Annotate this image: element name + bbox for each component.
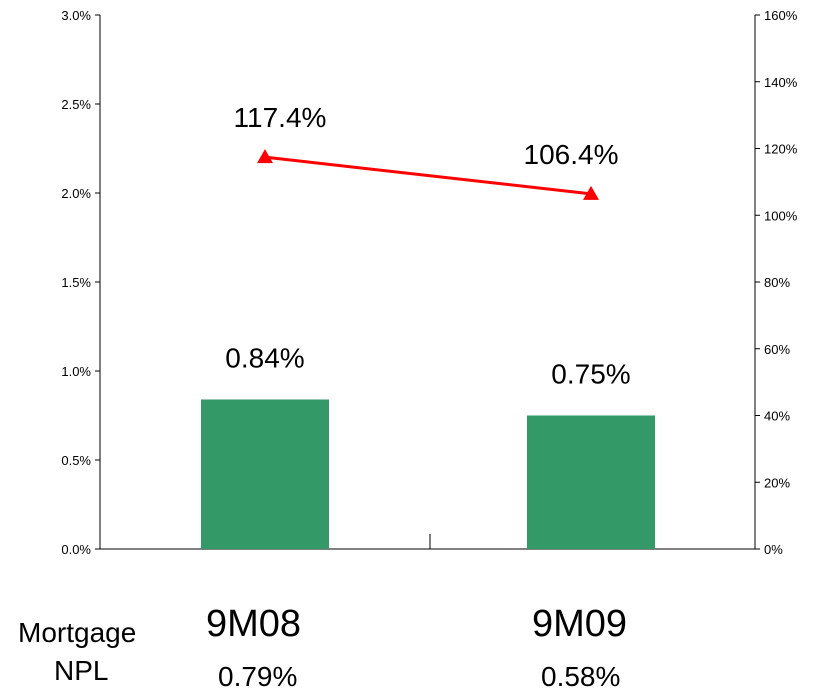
right-tick-label: 60% [764, 342, 790, 357]
npl-value-9m08: 0.79% [218, 661, 298, 692]
period-label-9m08: 9M08 [206, 603, 302, 645]
npl-chart: 0.0% 0.5% 1.0% 1.5% 2.0% 2.5% 3.0% 0% 20% 40% 60%… [61, 8, 798, 557]
left-tick-label: 1.5% [61, 275, 91, 290]
right-tick-label: 0% [764, 542, 783, 557]
line-marker-9M08 [257, 149, 273, 164]
right-tick-label: 100% [764, 208, 798, 223]
left-tick-label: 0.5% [61, 453, 91, 468]
x-axis [100, 534, 755, 550]
bar-series: 0.84% 0.75% [201, 342, 655, 549]
left-tick-label: 2.0% [61, 186, 91, 201]
left-tick-label: 2.5% [61, 97, 91, 112]
npl-value-9m09: 0.58% [541, 661, 621, 692]
right-tick-label: 40% [764, 409, 790, 424]
bar-9M09 [527, 415, 655, 549]
bar-data-label: 0.84% [225, 342, 304, 373]
line-path [264, 155, 592, 196]
right-tick-label: 120% [764, 142, 798, 157]
left-tick-label: 3.0% [61, 8, 91, 23]
left-y-axis: 0.0% 0.5% 1.0% 1.5% 2.0% 2.5% 3.0% [61, 8, 101, 557]
left-tick-label: 0.0% [61, 542, 91, 557]
line-marker-9M09 [583, 185, 599, 200]
line-data-label: 117.4% [234, 102, 327, 133]
bar-9M08 [201, 399, 329, 549]
right-tick-label: 160% [764, 8, 798, 23]
row-label-npl: NPL [54, 655, 109, 686]
line-data-label: 106.4% [524, 139, 619, 170]
right-tick-label: 20% [764, 475, 790, 490]
line-series: 117.4% 106.4% [234, 102, 619, 200]
bar-data-label: 0.75% [551, 359, 630, 390]
period-label-9m09: 9M09 [532, 603, 628, 645]
row-label-mortgage: Mortgage [18, 617, 137, 648]
right-tick-label: 140% [764, 75, 798, 90]
left-tick-label: 1.0% [61, 364, 91, 379]
right-tick-label: 80% [764, 275, 790, 290]
right-y-axis: 0% 20% 40% 60% 80% 100% 120% 140% 160% [754, 8, 798, 557]
